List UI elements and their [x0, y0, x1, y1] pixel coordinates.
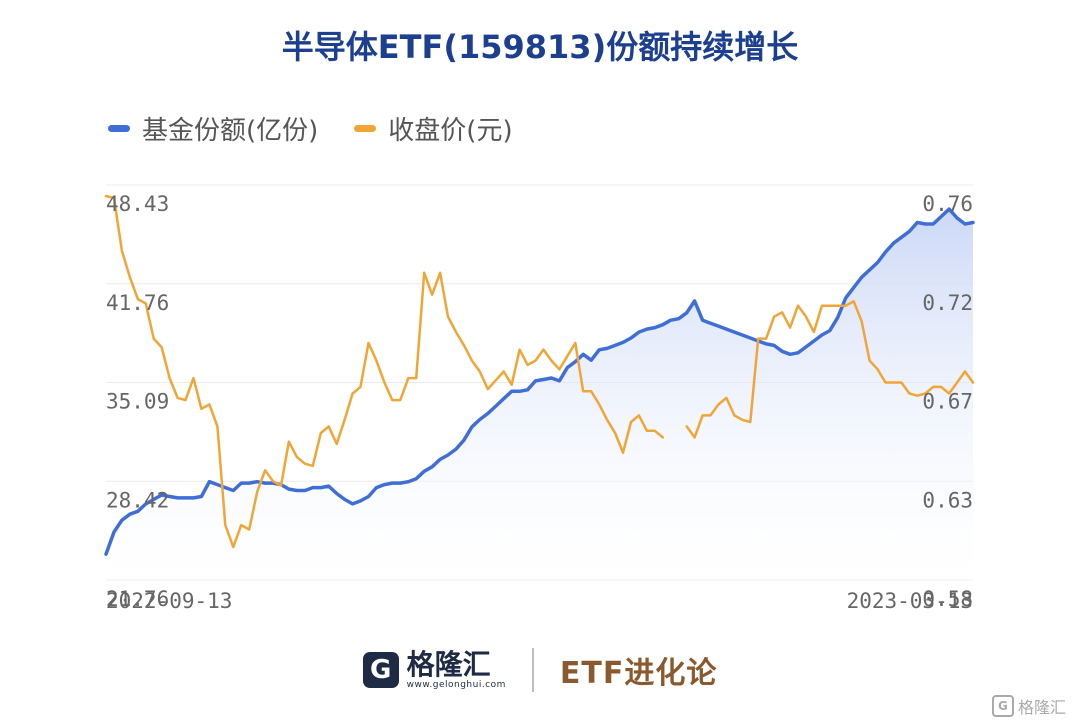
- left-axis-tick-label: 48.43: [106, 192, 169, 216]
- chart-area: 48.43 0.76 41.76 0.72 35.09 0.67 28.42 0.63 21.7…: [104, 184, 975, 613]
- series-area-fund-shares: [106, 209, 973, 580]
- series-line-fund-shares[interactable]: [104, 207, 975, 556]
- gelonghui-logo: G 格隆汇 www.gelonghui.com: [362, 648, 506, 690]
- legend-swatch-close-price: [354, 125, 377, 132]
- right-axis-tick-label: 0.72: [922, 291, 973, 315]
- right-axis-tick-label: 0.67: [922, 390, 973, 414]
- right-axis-tick-label: 0.63: [922, 488, 973, 512]
- legend-swatch-fund-shares: [108, 125, 130, 132]
- left-axis-tick-label: 21.76: [106, 587, 169, 611]
- logo-mark-icon: G: [362, 652, 399, 688]
- watermark-text: 格隆汇: [1017, 698, 1066, 717]
- left-axis-tick-label: 35.09: [106, 390, 169, 414]
- legend-label-fund-shares: 基金份额(亿份): [142, 116, 319, 146]
- series-line-close-price[interactable]: [685, 300, 975, 439]
- footer: G 格隆汇 www.gelonghui.com ETF进化论: [0, 640, 1080, 700]
- footer-divider: [531, 648, 534, 692]
- x-axis-start-label: 2022-09-13: [106, 589, 232, 613]
- legend-item-close-price[interactable]: 收盘价(元): [354, 110, 513, 147]
- series-line-close-price[interactable]: [104, 194, 665, 549]
- chart-title: 半导体ETF(159813)份额持续增长: [281, 28, 799, 66]
- brand-name: ETF进化论: [559, 656, 718, 691]
- watermark-logo-icon: G: [991, 695, 1014, 717]
- logo-url: www.gelonghui.com: [406, 680, 506, 690]
- right-axis-tick-label: 0.58: [922, 587, 973, 611]
- right-axis-tick-label: 0.76: [922, 192, 973, 216]
- watermark: G 格隆汇: [991, 694, 1066, 718]
- x-axis-end-label: 2023-03-13: [847, 589, 973, 613]
- legend-item-fund-shares[interactable]: 基金份额(亿份): [108, 110, 318, 147]
- left-axis-tick-label: 41.76: [106, 291, 169, 315]
- legend-label-close-price: 收盘价(元): [388, 116, 513, 146]
- legend: 基金份额(亿份) 收盘价(元): [108, 110, 549, 147]
- logo-name: 格隆汇: [406, 648, 491, 681]
- left-axis-tick-label: 28.42: [106, 488, 169, 512]
